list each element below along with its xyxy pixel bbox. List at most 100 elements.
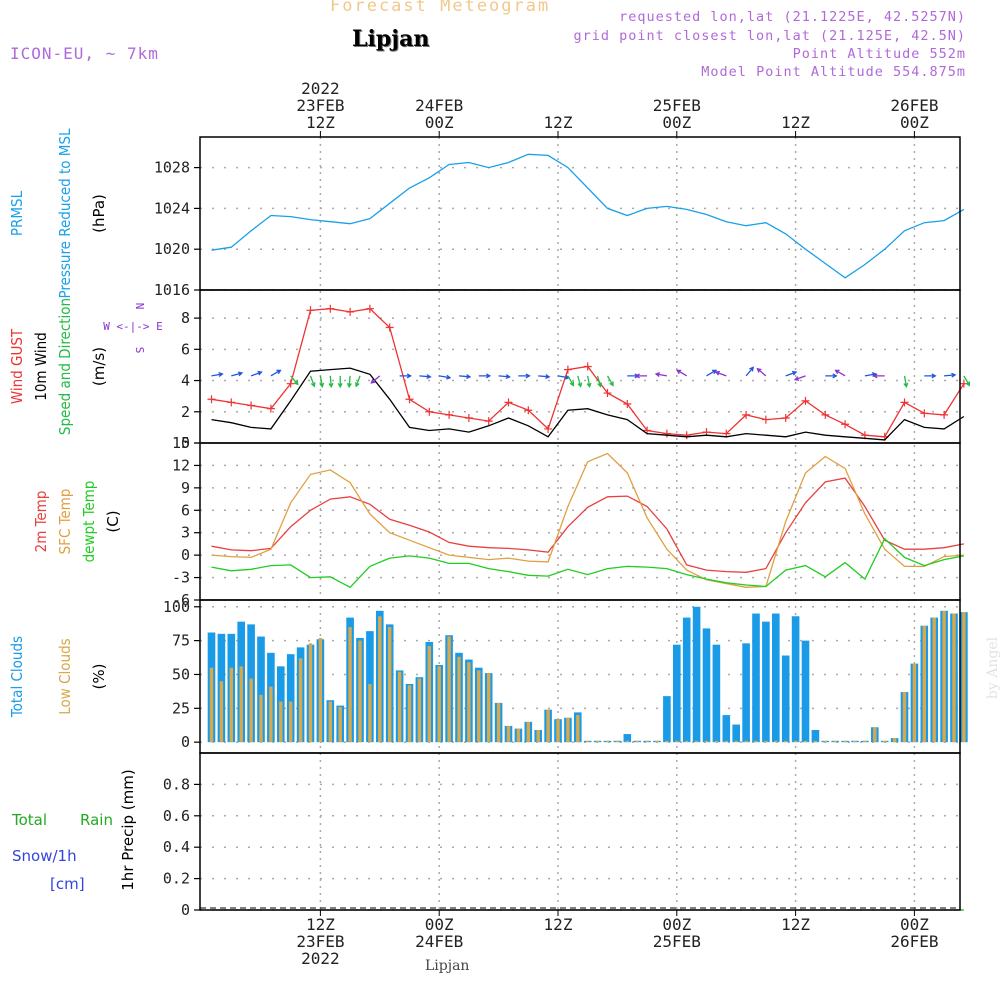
footer-station: Lipjan <box>425 958 470 974</box>
10m-wind-line <box>211 367 965 441</box>
bottom-time-label: 00Z <box>900 915 929 934</box>
wind-arrow <box>606 375 614 387</box>
low-cloud-bar <box>764 740 768 743</box>
y-tick-label: 50 <box>172 665 190 683</box>
sfc-temp-line <box>211 452 964 588</box>
wind-arrow <box>250 370 263 377</box>
gust-marker <box>742 410 751 419</box>
low-cloud-bar <box>447 636 451 743</box>
panel-label: 2m Temp <box>32 491 50 553</box>
low-cloud-bar <box>467 662 471 743</box>
bottom-time-label: 12Z <box>306 915 335 934</box>
gust-marker <box>484 417 493 426</box>
wind-arrow <box>419 374 432 380</box>
low-cloud-bar <box>427 646 431 743</box>
gust-marker <box>445 410 454 419</box>
total-cloud-bar <box>623 734 632 743</box>
panel-label: PRMSL <box>8 190 26 236</box>
wind-arrow <box>518 373 531 379</box>
total-cloud-bar <box>772 613 780 743</box>
wind-arrow <box>346 375 352 389</box>
low-cloud-bar <box>209 667 214 743</box>
panel-units: (%) <box>90 664 108 690</box>
gust-marker <box>781 414 790 423</box>
gust-marker <box>365 304 374 313</box>
total-cloud-bar <box>663 696 671 743</box>
bottom-time-label: 2022 <box>301 949 340 968</box>
bottom-time-label: 26FEB <box>890 932 938 951</box>
wind-arrow <box>634 373 648 379</box>
wind-arrow <box>370 375 381 384</box>
low-cloud-bar <box>675 740 679 743</box>
wind-arrow <box>567 375 575 387</box>
precip-label-rain: Rain <box>80 811 113 829</box>
wind-arrow <box>872 373 885 379</box>
low-cloud-bar <box>576 715 580 743</box>
top-time-label: 00Z <box>662 113 691 132</box>
low-cloud-bar <box>823 740 827 743</box>
low-cloud-bar <box>724 740 728 743</box>
y-tick-label: -6 <box>172 591 190 609</box>
total-cloud-bar <box>811 729 820 743</box>
low-cloud-bar <box>397 671 402 743</box>
wind-arrow <box>793 375 806 381</box>
y-tick-label: 100 <box>163 598 190 616</box>
total-cloud-bar <box>752 613 760 743</box>
wind-arrow <box>825 373 838 379</box>
low-cloud-bar <box>526 721 530 743</box>
low-cloud-bar <box>833 740 837 743</box>
gust-marker <box>940 410 949 419</box>
wind-arrow <box>328 375 334 389</box>
low-cloud-bar <box>625 740 629 743</box>
2m-temp-line <box>211 477 965 573</box>
low-cloud-bar <box>912 663 917 743</box>
low-cloud-bar <box>566 717 570 743</box>
total-cloud-bar <box>257 636 265 743</box>
gust-marker <box>623 399 632 408</box>
total-cloud-bar <box>732 724 740 743</box>
y-tick-label: 15 <box>172 434 190 452</box>
gust-marker <box>801 396 810 405</box>
low-cloud-bar <box>902 692 907 743</box>
gust-marker <box>385 323 394 332</box>
gust-marker <box>761 415 770 424</box>
panel-units: (m/s) <box>90 347 108 386</box>
total-cloud-bar <box>692 606 701 743</box>
total-cloud-bar <box>722 715 731 743</box>
wind-arrow <box>557 374 571 380</box>
gust-marker <box>425 407 434 416</box>
y-tick-label: 12 <box>172 456 190 474</box>
y-tick-label: 9 <box>181 479 190 497</box>
gust-marker <box>682 431 691 440</box>
y-tick-label: 4 <box>181 372 190 390</box>
gust-marker <box>603 389 612 398</box>
panel-label: dewpt Temp <box>80 481 98 563</box>
gust-marker <box>841 420 850 429</box>
station-name: Lipjan <box>352 26 430 52</box>
bottom-time-label: 12Z <box>544 915 573 934</box>
wind-arrow <box>478 373 492 379</box>
gust-marker <box>821 410 830 419</box>
wind-arrow <box>944 372 957 378</box>
total-cloud-bar <box>682 617 691 743</box>
gust-marker <box>266 404 275 413</box>
low-cloud-bar <box>259 694 263 743</box>
gust-marker <box>207 395 216 404</box>
low-cloud-bar <box>605 740 610 743</box>
top-time-label: 12Z <box>544 113 573 132</box>
total-cloud-bar <box>791 616 800 743</box>
precip-label-total: Total <box>11 811 47 829</box>
wind-arrow <box>337 375 343 389</box>
y-tick-label: 3 <box>181 524 190 542</box>
y-tick-label: 6 <box>181 501 190 519</box>
low-cloud-bar <box>803 740 808 743</box>
low-cloud-bar <box>378 616 382 743</box>
top-time-label: 26FEB <box>890 96 938 115</box>
low-cloud-bar <box>407 685 412 743</box>
low-cloud-bar <box>516 728 521 743</box>
low-cloud-bar <box>368 683 372 743</box>
low-cloud-bar <box>962 612 966 743</box>
total-cloud-bar <box>781 655 790 743</box>
y-tick-label: 8 <box>181 309 190 327</box>
